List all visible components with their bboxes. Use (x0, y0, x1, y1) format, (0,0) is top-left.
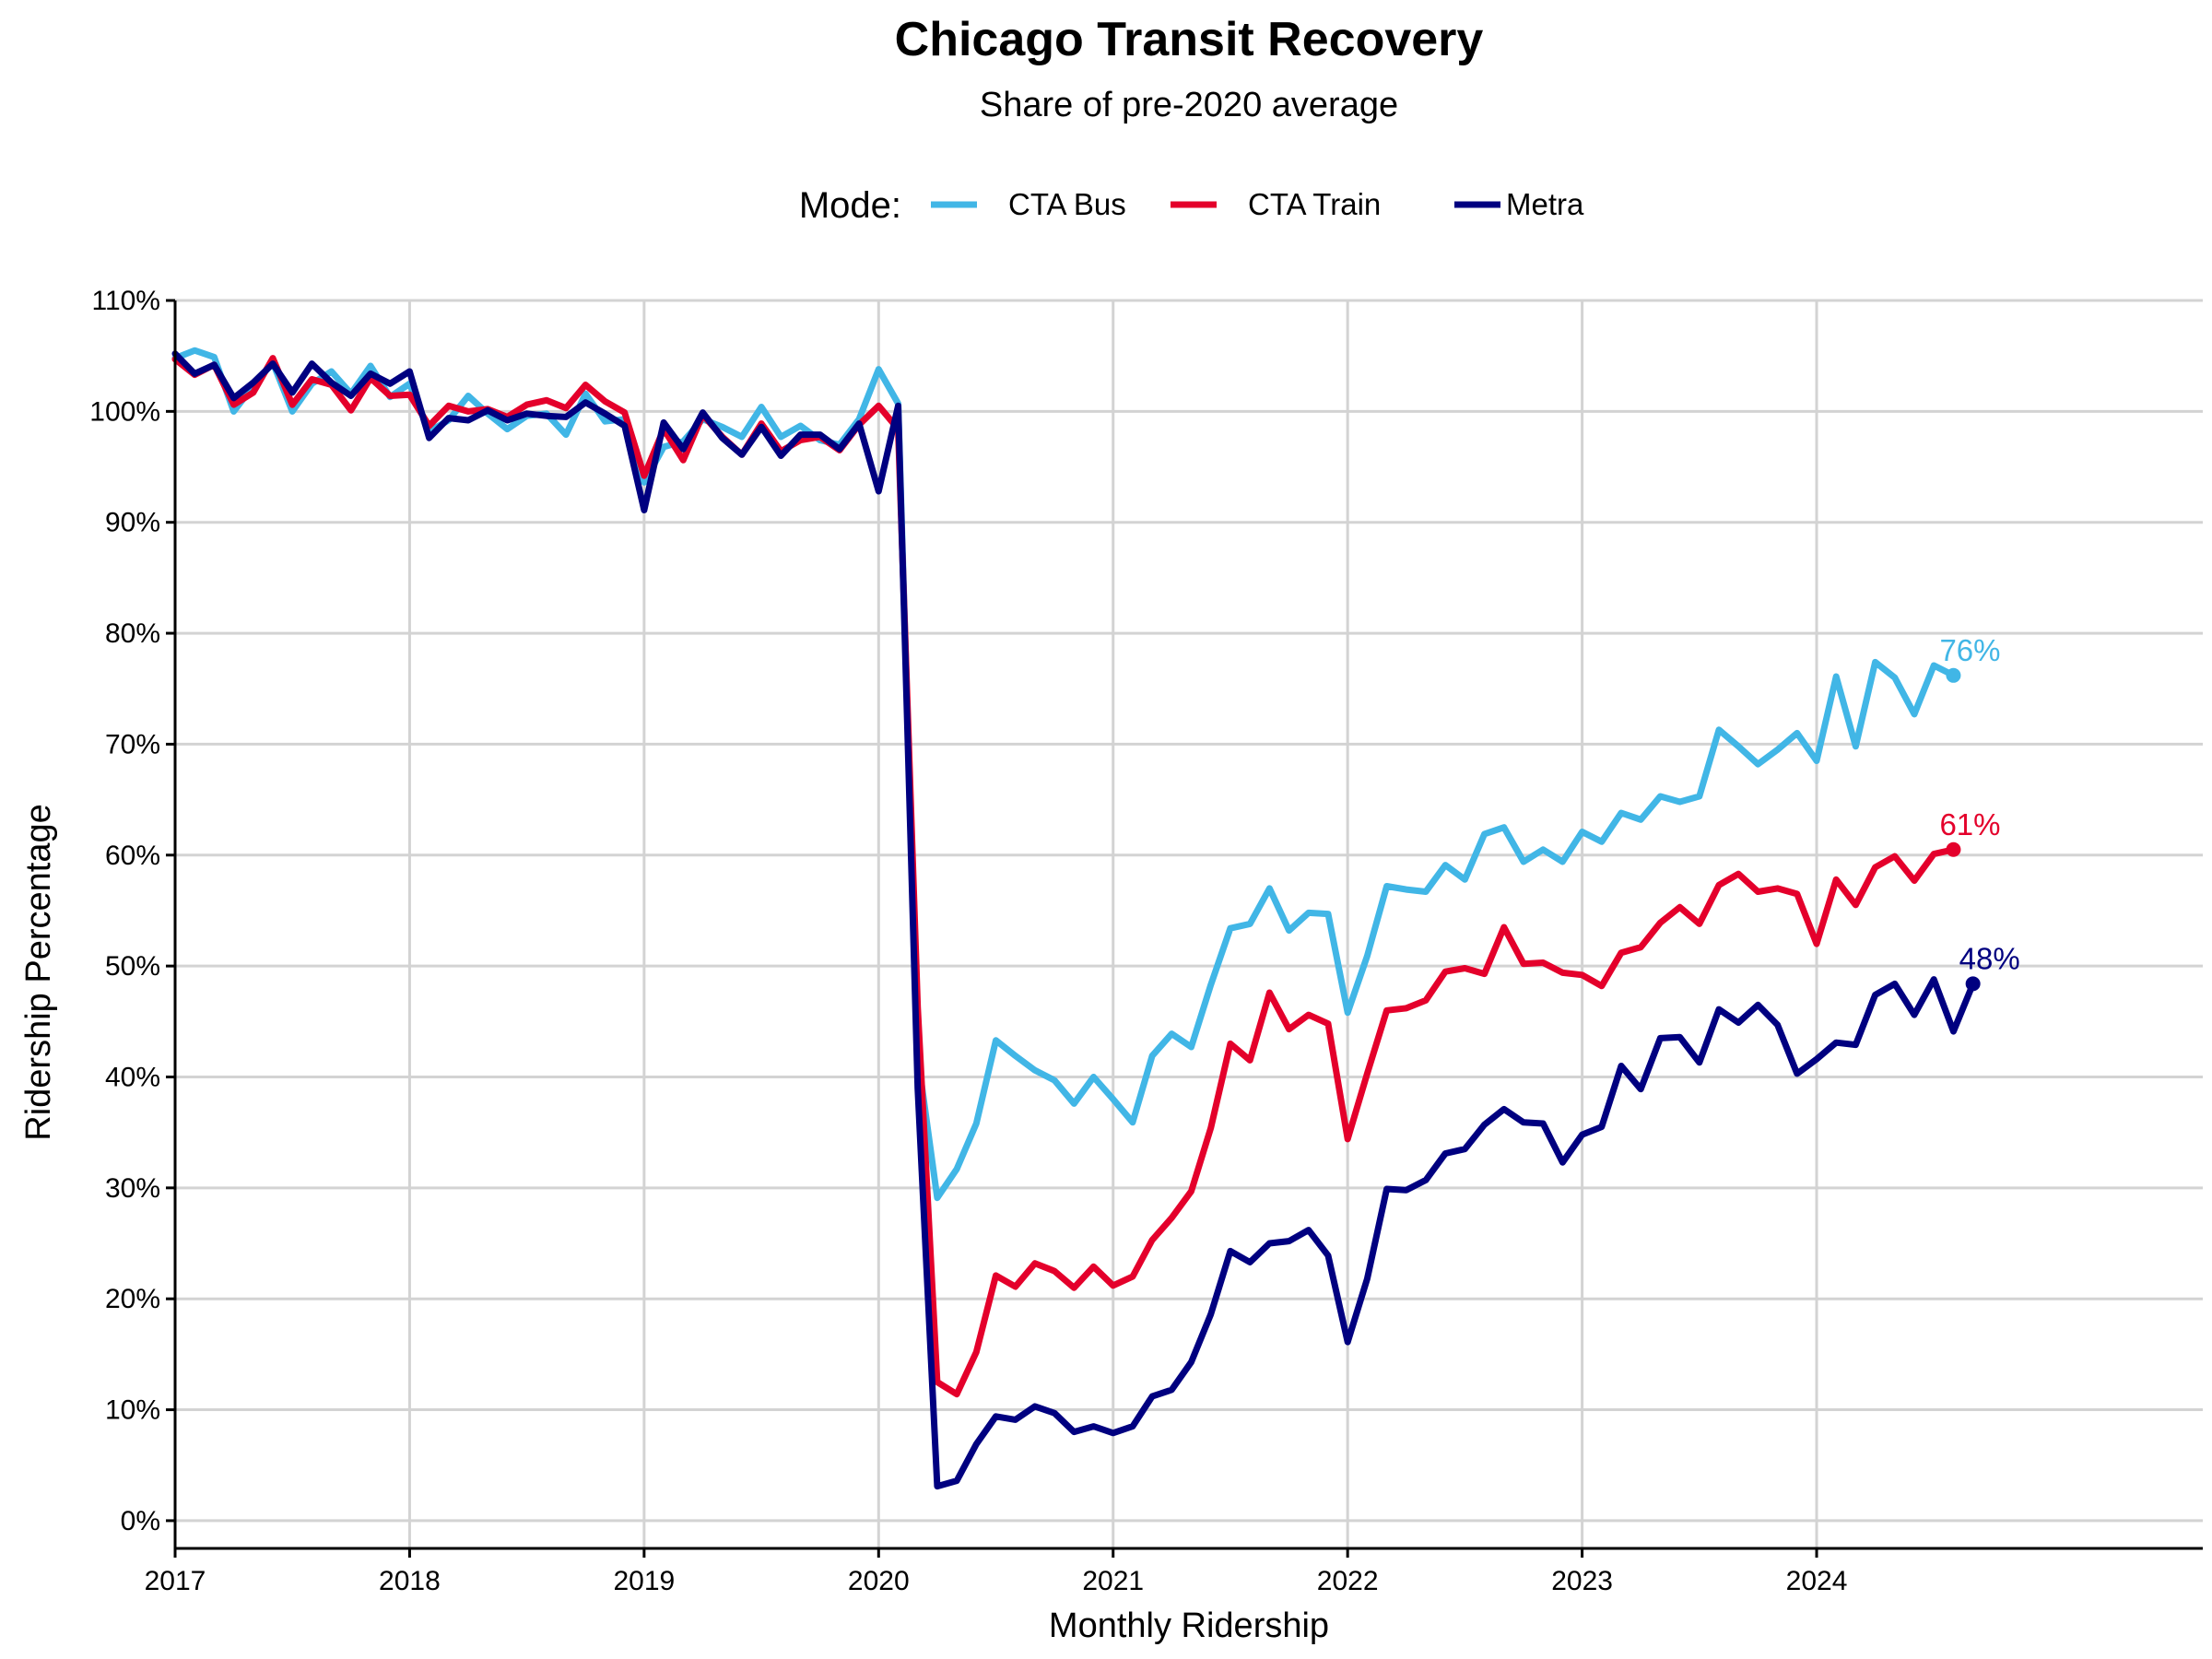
legend-label-cta-train: CTA Train (1248, 187, 1381, 221)
end-point-metra (1965, 976, 1981, 992)
series-line-cta-bus (171, 347, 1957, 1202)
series-layer (171, 347, 1977, 1490)
y-tick-label: 60% (105, 841, 160, 871)
y-tick-label: 30% (105, 1173, 160, 1204)
chart-subtitle: Share of pre-2020 average (980, 86, 1398, 124)
y-tick-label: 70% (105, 729, 160, 759)
x-axis-title: Monthly Ridership (1049, 1606, 1329, 1645)
x-tick-label: 2017 (145, 1566, 206, 1596)
axes (173, 300, 2203, 1550)
end-label-metra: 48% (1959, 941, 2020, 975)
y-axis-title: Ridership Percentage (19, 804, 58, 1140)
x-tick-label: 2023 (1551, 1566, 1613, 1596)
y-tick-label: 10% (105, 1395, 160, 1426)
legend-label-cta-bus: CTA Bus (1008, 187, 1126, 221)
y-tick-label: 90% (105, 508, 160, 538)
x-tick-label: 2018 (379, 1566, 441, 1596)
y-tick-label: 100% (89, 396, 160, 427)
legend: Mode: CTA Bus CTA Train Metra (799, 185, 1584, 226)
end-label-cta-train: 61% (1939, 807, 2000, 841)
y-axis-ticks: 0% 10% 20% 30% 40% 50% 60% 70% 80% 90% 100% 110% (89, 286, 175, 1536)
legend-title: Mode: (799, 185, 901, 226)
end-point-cta-train (1946, 841, 1961, 857)
y-tick-label: 50% (105, 951, 160, 982)
end-labels: 76% 61% 48% (1939, 633, 2020, 992)
y-tick-label: 20% (105, 1284, 160, 1314)
chart-title: Chicago Transit Recovery (895, 13, 1484, 66)
y-gridlines (175, 299, 2203, 1523)
end-label-cta-bus: 76% (1939, 633, 2000, 667)
x-tick-label: 2020 (848, 1566, 910, 1596)
x-tick-label: 2021 (1082, 1566, 1144, 1596)
y-tick-label: 0% (121, 1506, 160, 1536)
series-line-metra (171, 350, 1977, 1490)
y-tick-label: 40% (105, 1062, 160, 1092)
x-tick-label: 2022 (1317, 1566, 1379, 1596)
legend-label-metra: Metra (1506, 187, 1584, 221)
x-tick-label: 2019 (613, 1566, 675, 1596)
x-gridlines (173, 300, 1818, 1548)
y-tick-label: 110% (91, 286, 160, 316)
end-point-cta-bus (1946, 667, 1961, 683)
x-axis-ticks: 2017 2018 2019 2020 2021 2022 2023 2024 (145, 1548, 1848, 1596)
y-tick-label: 80% (105, 618, 160, 649)
series-line-cta-train (171, 355, 1957, 1398)
x-tick-label: 2024 (1786, 1566, 1848, 1596)
